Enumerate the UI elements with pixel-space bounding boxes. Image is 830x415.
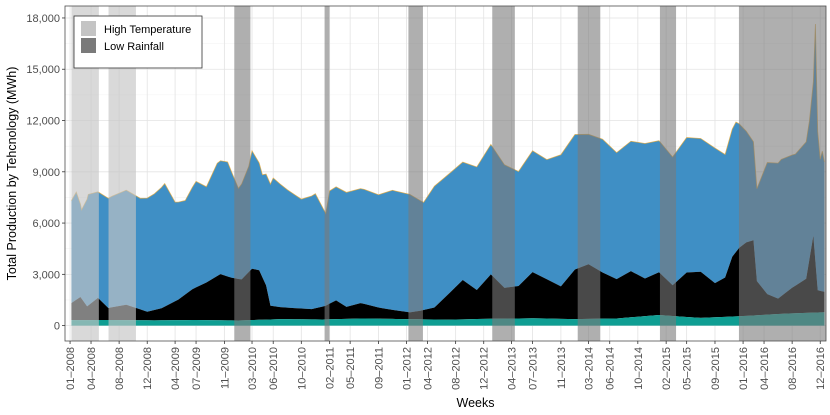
y-tick-label: 0 xyxy=(54,321,60,333)
shaded-period-low-rainfall xyxy=(492,6,515,341)
y-axis-title: Total Production by Tehcnology (MWh) xyxy=(5,67,19,281)
legend-swatch xyxy=(81,21,96,36)
shaded-period-low-rainfall xyxy=(234,6,251,341)
x-tick-label: 06–2014 xyxy=(605,347,617,390)
legend: High Temperature Low Rainfall xyxy=(73,15,203,69)
y-tick-label: 3,000 xyxy=(32,269,60,281)
y-tick-label: 12,000 xyxy=(26,116,60,128)
x-tick-label: 08–2008 xyxy=(114,347,126,390)
x-tick-label: 01–2016 xyxy=(738,347,750,390)
shaded-period-low-rainfall xyxy=(324,6,330,341)
x-tick-label: 03–2010 xyxy=(247,347,259,390)
x-tick-label: 04–2013 xyxy=(507,347,519,390)
y-axis: 0 3,000 6,000 9,000 12,000 15,000 18,000 xyxy=(26,13,65,333)
x-tick-label: 02–2015 xyxy=(661,347,673,390)
x-tick-label: 08–2012 xyxy=(451,347,463,390)
x-tick-label: 01–2012 xyxy=(402,347,414,390)
x-tick-label: 01–2008 xyxy=(65,347,77,390)
x-tick-label: 04–2012 xyxy=(423,347,435,390)
x-tick-label: 09–2015 xyxy=(710,347,722,390)
x-tick-label: 05–2011 xyxy=(345,347,357,389)
legend-label: High Temperature xyxy=(104,24,191,36)
x-tick-label: 05–2015 xyxy=(682,347,694,390)
legend-label: Low Rainfall xyxy=(104,41,164,53)
shaded-period-low-rainfall xyxy=(659,6,677,341)
x-tick-label: 12–2016 xyxy=(815,347,827,390)
x-tick-label: 12–2012 xyxy=(479,347,491,390)
x-tick-label: 07–2009 xyxy=(191,347,203,390)
x-axis-title: Weeks xyxy=(457,396,495,410)
x-tick-label: 04–2008 xyxy=(86,347,98,390)
shaded-periods xyxy=(71,6,826,341)
x-axis: 01–2008 04–2008 08–2008 12–2008 04–2009 07–20… xyxy=(65,341,827,390)
plot-border xyxy=(64,5,827,342)
shaded-period-low-rainfall xyxy=(577,6,601,341)
y-tick-label: 15,000 xyxy=(26,64,60,76)
x-tick-label: 11–2013 xyxy=(556,347,568,389)
x-tick-label: 02–2011 xyxy=(325,347,337,389)
y-tick-label: 6,000 xyxy=(32,218,60,230)
x-tick-label: 08–2016 xyxy=(787,347,799,390)
area-series-3 xyxy=(71,24,825,313)
area-series-1 xyxy=(71,312,825,326)
x-tick-label: 03–2014 xyxy=(584,347,596,390)
y-tick-label: 18,000 xyxy=(26,13,60,25)
x-tick-label: 04–2009 xyxy=(170,347,182,390)
x-tick-label: 07–2013 xyxy=(528,347,540,390)
x-tick-label: 10–2014 xyxy=(633,347,645,390)
x-tick-label: 06–2010 xyxy=(268,347,280,390)
x-tick-label: 04–2016 xyxy=(759,347,771,390)
x-tick-label: 11–2009 xyxy=(219,347,231,389)
legend-swatch xyxy=(81,38,96,53)
x-tick-label: 09–2011 xyxy=(373,347,385,389)
shaded-period-low-rainfall xyxy=(408,6,423,341)
shaded-period-low-rainfall xyxy=(738,6,826,341)
y-tick-label: 9,000 xyxy=(32,167,60,179)
x-tick-label: 12–2008 xyxy=(142,347,154,390)
area-series-2 xyxy=(71,235,825,321)
x-tick-label: 10–2010 xyxy=(296,347,308,390)
